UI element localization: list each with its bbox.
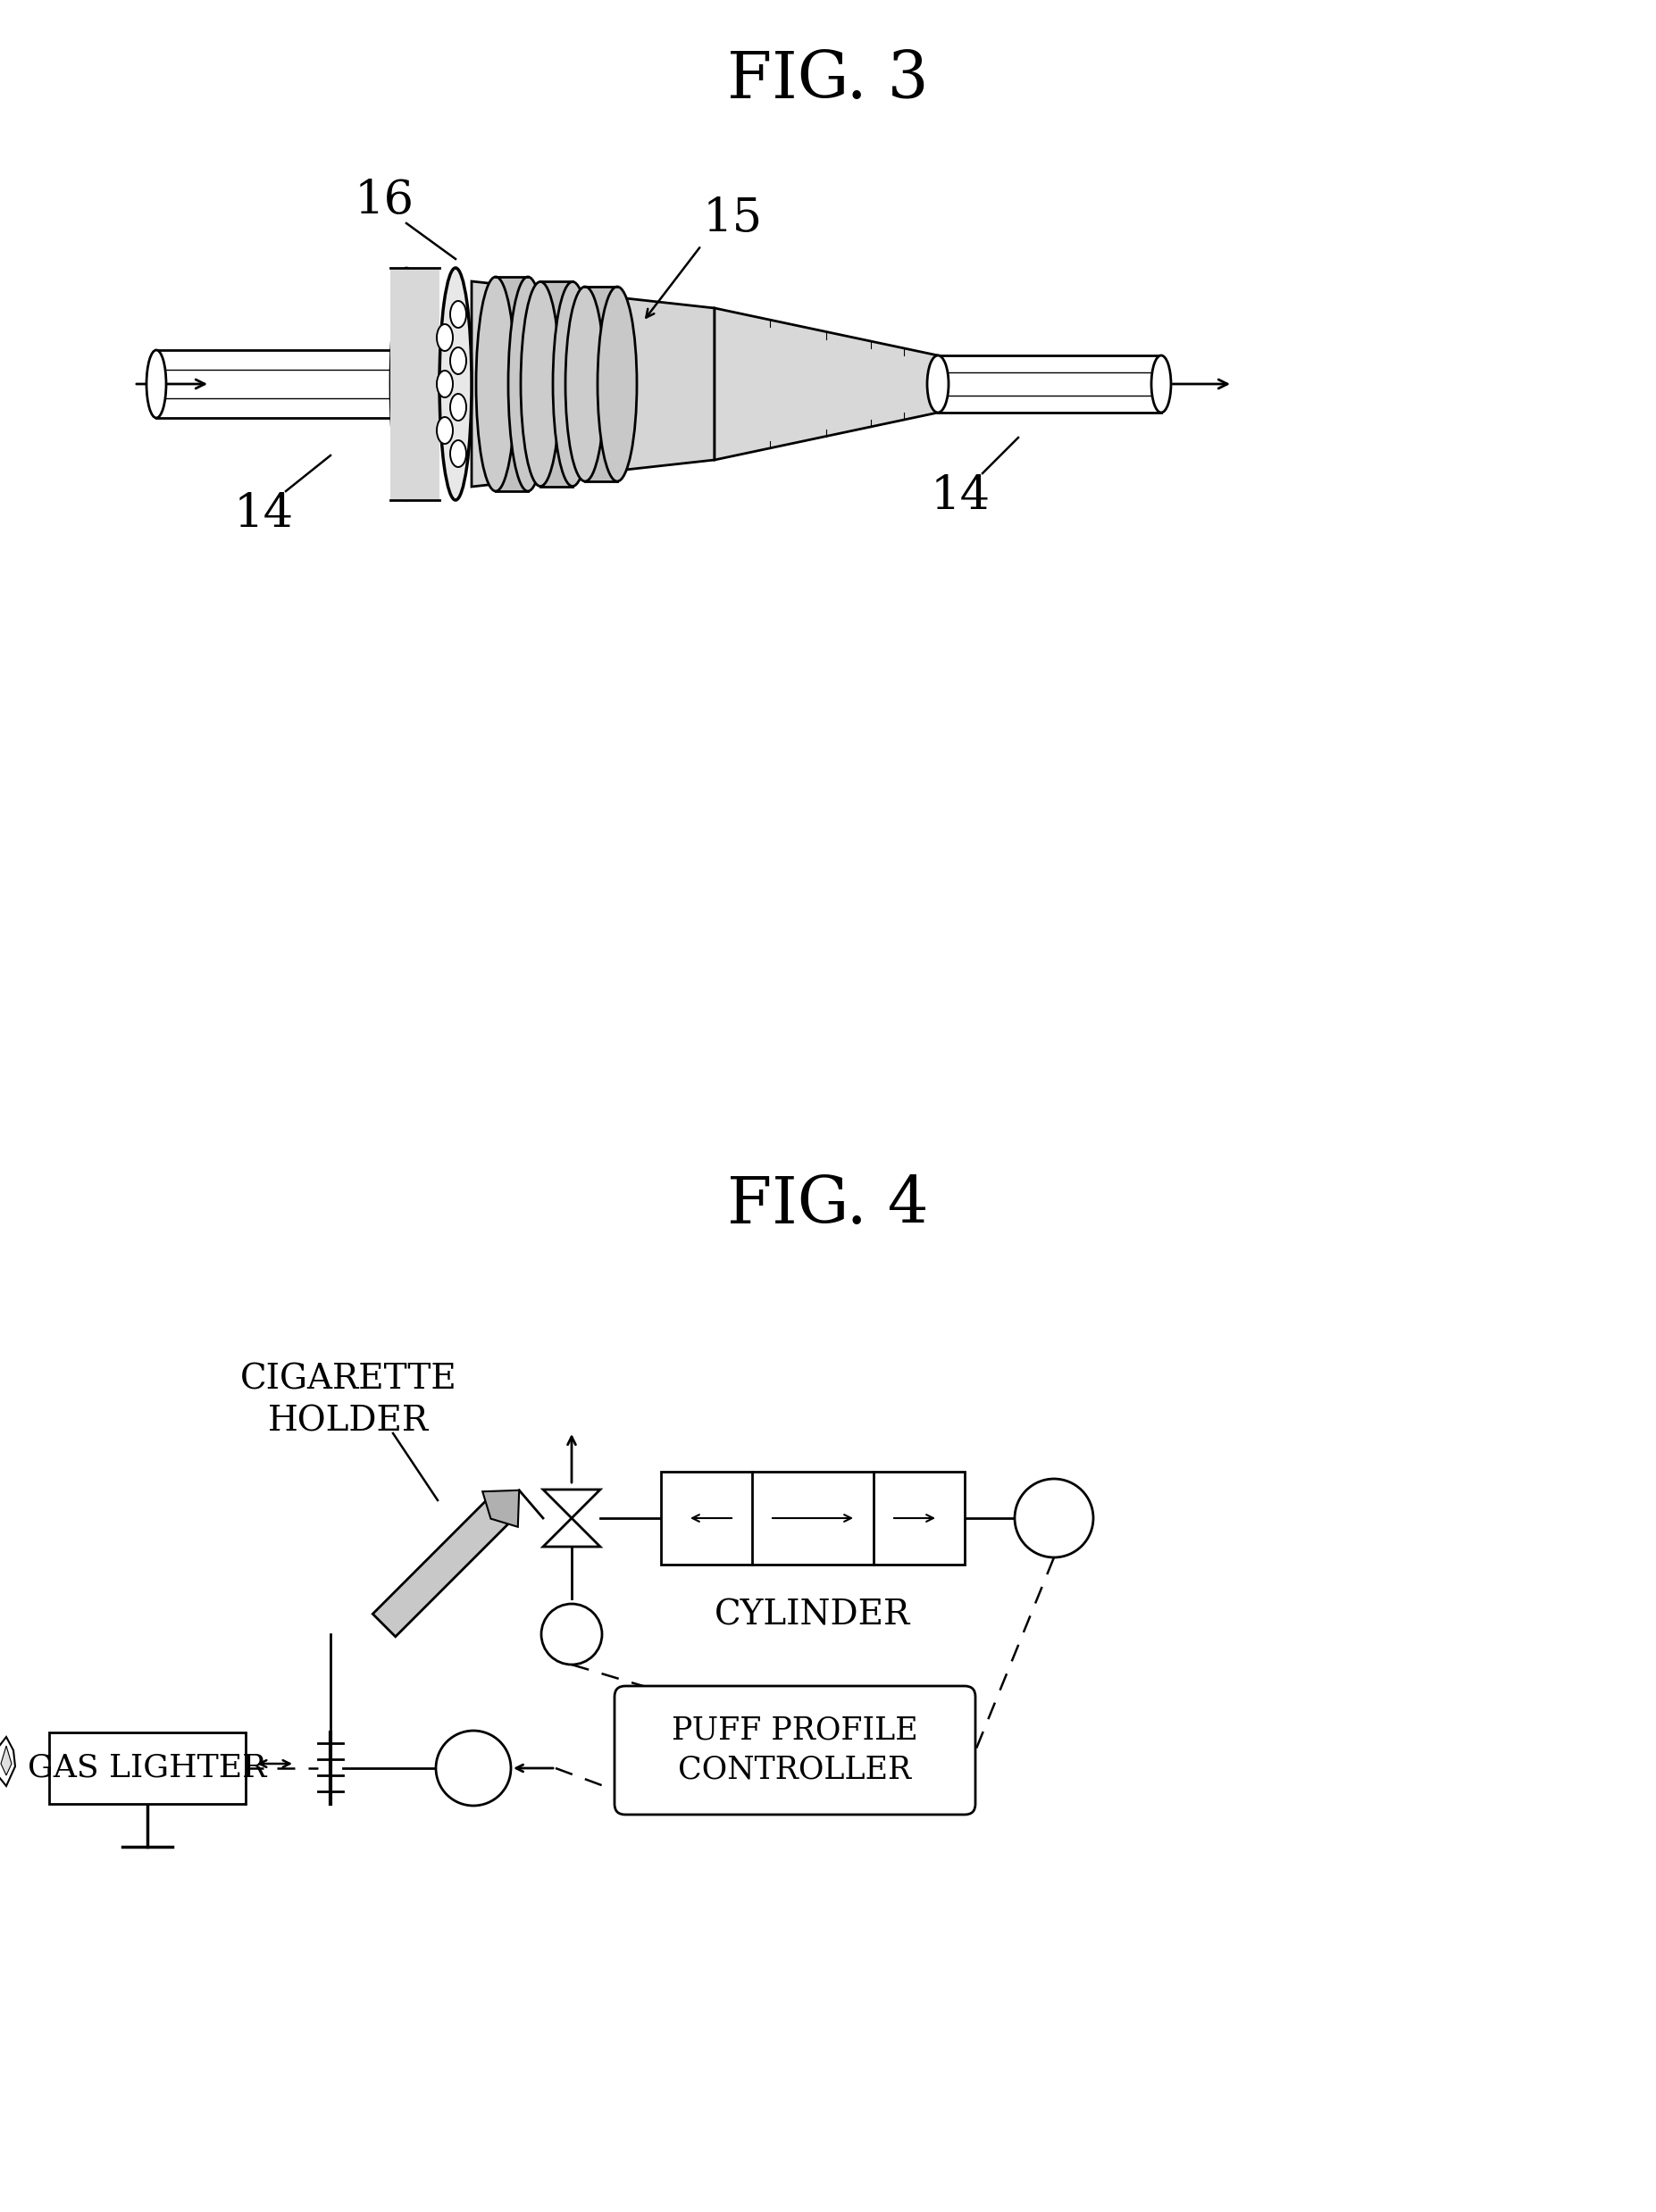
Polygon shape: [543, 1489, 599, 1517]
Polygon shape: [0, 1736, 15, 1785]
Polygon shape: [482, 1491, 518, 1526]
Text: FIG. 3: FIG. 3: [727, 49, 929, 113]
Polygon shape: [472, 281, 714, 487]
Bar: [540, 281, 573, 487]
Text: CIGARETTE: CIGARETTE: [240, 1363, 457, 1396]
Ellipse shape: [391, 268, 422, 500]
Text: 15: 15: [702, 197, 762, 241]
Bar: [661, 1471, 965, 1564]
Text: 14: 14: [931, 473, 990, 518]
Ellipse shape: [598, 288, 638, 482]
Text: S: S: [556, 1615, 586, 1655]
Ellipse shape: [475, 276, 515, 491]
Ellipse shape: [437, 325, 452, 352]
Ellipse shape: [553, 281, 593, 487]
Ellipse shape: [450, 394, 467, 420]
Ellipse shape: [450, 301, 467, 327]
Text: CONTROLLER: CONTROLLER: [679, 1754, 911, 1785]
Text: CYLINDER: CYLINDER: [715, 1599, 911, 1632]
Text: PUFF PROFILE: PUFF PROFILE: [672, 1717, 917, 1745]
Ellipse shape: [927, 356, 949, 414]
Polygon shape: [2, 1745, 12, 1776]
Text: GAS LIGHTER: GAS LIGHTER: [28, 1752, 267, 1783]
Ellipse shape: [437, 372, 452, 398]
Circle shape: [542, 1604, 603, 1666]
Ellipse shape: [437, 418, 452, 445]
Text: M: M: [450, 1747, 497, 1790]
Bar: [585, 288, 618, 482]
Text: 16: 16: [354, 179, 414, 223]
Polygon shape: [714, 307, 937, 460]
Ellipse shape: [146, 349, 166, 418]
Ellipse shape: [1151, 356, 1171, 414]
Text: 14: 14: [233, 491, 293, 535]
Bar: [50, 1732, 245, 1805]
Ellipse shape: [520, 281, 560, 487]
Text: FIG. 4: FIG. 4: [727, 1175, 929, 1237]
Ellipse shape: [439, 268, 472, 500]
Polygon shape: [543, 1517, 599, 1546]
FancyBboxPatch shape: [614, 1686, 975, 1814]
Polygon shape: [373, 1498, 512, 1637]
Bar: [495, 276, 528, 491]
Ellipse shape: [565, 288, 604, 482]
FancyBboxPatch shape: [391, 268, 439, 500]
Text: HOLDER: HOLDER: [268, 1405, 429, 1438]
Ellipse shape: [508, 276, 548, 491]
Circle shape: [1015, 1480, 1093, 1557]
Circle shape: [436, 1730, 512, 1805]
Text: M: M: [1030, 1498, 1078, 1540]
Ellipse shape: [450, 347, 467, 374]
Ellipse shape: [450, 440, 467, 467]
